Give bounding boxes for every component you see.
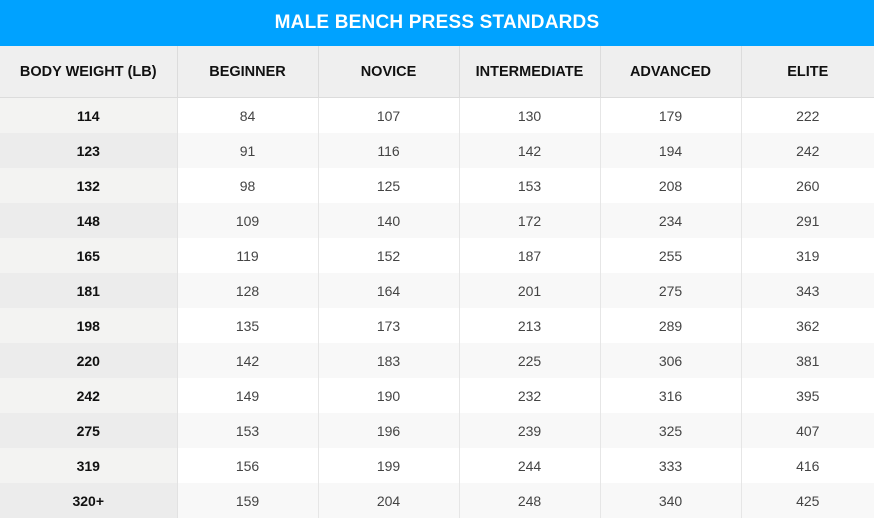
- bench-press-standards-table: BODY WEIGHT (LB) BEGINNER NOVICE INTERMEDIA…: [0, 46, 874, 518]
- body-weight-cell: 148: [0, 203, 178, 238]
- standard-cell: 149: [177, 378, 319, 413]
- standard-cell: 190: [318, 378, 460, 413]
- standard-cell: 362: [741, 308, 874, 343]
- column-header: NOVICE: [318, 46, 460, 98]
- standard-cell: 340: [600, 483, 742, 518]
- column-header: BODY WEIGHT (LB): [0, 46, 178, 98]
- standard-cell: 164: [318, 273, 460, 308]
- standard-cell: 187: [459, 238, 601, 273]
- standard-cell: 291: [741, 203, 874, 238]
- standard-cell: 248: [459, 483, 601, 518]
- standard-cell: 343: [741, 273, 874, 308]
- standard-cell: 204: [318, 483, 460, 518]
- table-row: 148 109 140 172 234 291: [0, 203, 874, 238]
- standard-cell: 128: [177, 273, 319, 308]
- table-row: 320+ 159 204 248 340 425: [0, 483, 874, 518]
- standard-cell: 194: [600, 133, 742, 168]
- body-weight-cell: 198: [0, 308, 178, 343]
- standard-cell: 196: [318, 413, 460, 448]
- table-row: 165 119 152 187 255 319: [0, 238, 874, 273]
- standard-cell: 213: [459, 308, 601, 343]
- table-title: MALE BENCH PRESS STANDARDS: [0, 0, 874, 46]
- standard-cell: 107: [318, 97, 460, 133]
- standard-cell: 119: [177, 238, 319, 273]
- table-row: 319 156 199 244 333 416: [0, 448, 874, 483]
- body-weight-cell: 132: [0, 168, 178, 203]
- body-weight-cell: 242: [0, 378, 178, 413]
- table-row: 132 98 125 153 208 260: [0, 168, 874, 203]
- standard-cell: 333: [600, 448, 742, 483]
- standard-cell: 98: [177, 168, 319, 203]
- standard-cell: 172: [459, 203, 601, 238]
- standard-cell: 173: [318, 308, 460, 343]
- standard-cell: 232: [459, 378, 601, 413]
- standard-cell: 289: [600, 308, 742, 343]
- standard-cell: 142: [177, 343, 319, 378]
- standard-cell: 109: [177, 203, 319, 238]
- standard-cell: 416: [741, 448, 874, 483]
- standard-cell: 156: [177, 448, 319, 483]
- standard-cell: 142: [459, 133, 601, 168]
- column-header: INTERMEDIATE: [459, 46, 601, 98]
- table-row: 275 153 196 239 325 407: [0, 413, 874, 448]
- standard-cell: 316: [600, 378, 742, 413]
- standard-cell: 225: [459, 343, 601, 378]
- standard-cell: 234: [600, 203, 742, 238]
- standard-cell: 116: [318, 133, 460, 168]
- table-row: 114 84 107 130 179 222: [0, 97, 874, 133]
- standard-cell: 159: [177, 483, 319, 518]
- standard-cell: 222: [741, 97, 874, 133]
- standard-cell: 208: [600, 168, 742, 203]
- standard-cell: 242: [741, 133, 874, 168]
- header-row: BODY WEIGHT (LB) BEGINNER NOVICE INTERMEDIA…: [0, 46, 874, 98]
- standard-cell: 153: [459, 168, 601, 203]
- standard-cell: 319: [741, 238, 874, 273]
- standard-cell: 201: [459, 273, 601, 308]
- standard-cell: 152: [318, 238, 460, 273]
- table-row: 123 91 116 142 194 242: [0, 133, 874, 168]
- standard-cell: 179: [600, 97, 742, 133]
- body-weight-cell: 220: [0, 343, 178, 378]
- table-row: 220 142 183 225 306 381: [0, 343, 874, 378]
- standard-cell: 275: [600, 273, 742, 308]
- column-header: ELITE: [741, 46, 874, 98]
- standard-cell: 183: [318, 343, 460, 378]
- table-row: 181 128 164 201 275 343: [0, 273, 874, 308]
- standard-cell: 395: [741, 378, 874, 413]
- standard-cell: 425: [741, 483, 874, 518]
- standard-cell: 125: [318, 168, 460, 203]
- standard-cell: 381: [741, 343, 874, 378]
- standard-cell: 130: [459, 97, 601, 133]
- body-weight-cell: 123: [0, 133, 178, 168]
- table-row: 198 135 173 213 289 362: [0, 308, 874, 343]
- body-weight-cell: 319: [0, 448, 178, 483]
- standard-cell: 84: [177, 97, 319, 133]
- standard-cell: 91: [177, 133, 319, 168]
- standard-cell: 325: [600, 413, 742, 448]
- column-header: BEGINNER: [177, 46, 319, 98]
- table-row: 242 149 190 232 316 395: [0, 378, 874, 413]
- standard-cell: 199: [318, 448, 460, 483]
- body-weight-cell: 275: [0, 413, 178, 448]
- standard-cell: 135: [177, 308, 319, 343]
- body-weight-cell: 114: [0, 97, 178, 133]
- standard-cell: 306: [600, 343, 742, 378]
- column-header: ADVANCED: [600, 46, 742, 98]
- body-weight-cell: 320+: [0, 483, 178, 518]
- standard-cell: 260: [741, 168, 874, 203]
- standard-cell: 140: [318, 203, 460, 238]
- standard-cell: 239: [459, 413, 601, 448]
- standard-cell: 407: [741, 413, 874, 448]
- standard-cell: 255: [600, 238, 742, 273]
- body-weight-cell: 165: [0, 238, 178, 273]
- body-weight-cell: 181: [0, 273, 178, 308]
- standard-cell: 153: [177, 413, 319, 448]
- standard-cell: 244: [459, 448, 601, 483]
